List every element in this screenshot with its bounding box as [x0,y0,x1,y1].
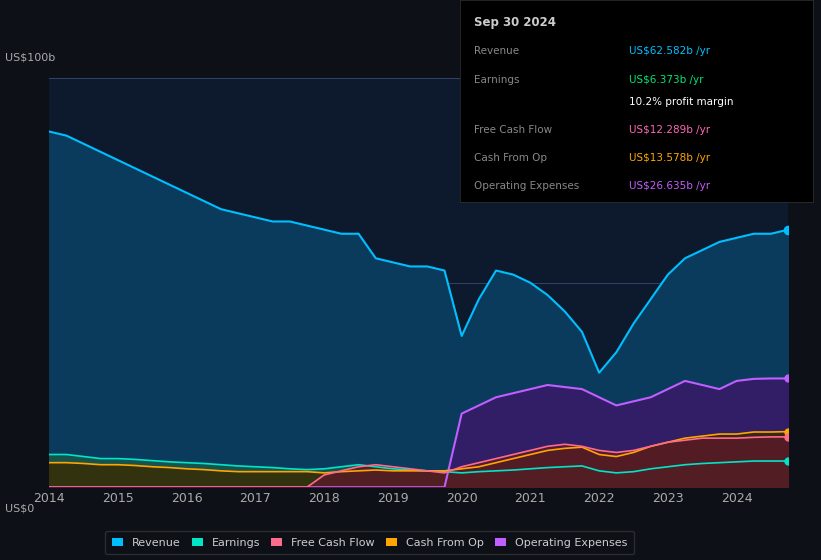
Text: US$26.635b /yr: US$26.635b /yr [629,181,710,192]
Legend: Revenue, Earnings, Free Cash Flow, Cash From Op, Operating Expenses: Revenue, Earnings, Free Cash Flow, Cash … [105,531,634,554]
Text: US$6.373b /yr: US$6.373b /yr [629,74,704,85]
Text: US$62.582b /yr: US$62.582b /yr [629,46,710,57]
Text: Sep 30 2024: Sep 30 2024 [474,16,556,29]
Text: 10.2% profit margin: 10.2% profit margin [629,97,734,107]
Text: US$0: US$0 [5,503,34,514]
Text: US$100b: US$100b [5,52,55,62]
Text: Revenue: Revenue [474,46,519,57]
Text: US$13.578b /yr: US$13.578b /yr [629,153,710,163]
Text: Free Cash Flow: Free Cash Flow [474,125,552,135]
Text: Operating Expenses: Operating Expenses [474,181,579,192]
Text: Earnings: Earnings [474,74,520,85]
Text: US$12.289b /yr: US$12.289b /yr [629,125,710,135]
Text: Cash From Op: Cash From Op [474,153,547,163]
